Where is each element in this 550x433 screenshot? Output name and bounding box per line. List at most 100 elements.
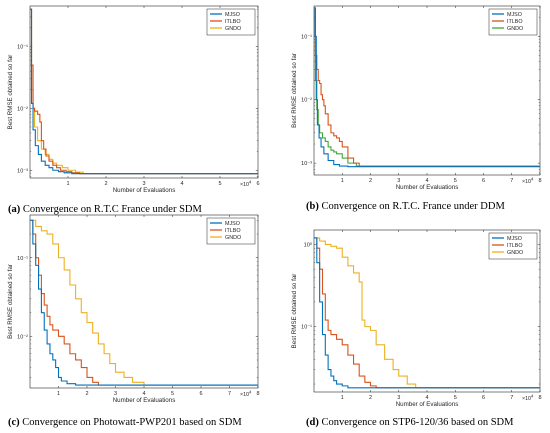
- x-exponent-base: ×10: [240, 182, 249, 188]
- x-axis-label: Number of Evaluations: [113, 187, 176, 194]
- x-tick-label: 5: [218, 181, 221, 187]
- legend-box: [206, 8, 256, 36]
- caption-letter: (b): [306, 201, 319, 212]
- x-axis-label: Number of Evaluations: [396, 184, 459, 191]
- x-tick-label: 6: [199, 391, 202, 397]
- legend-label-itlbo: ITLBO: [507, 243, 523, 249]
- x-tick-label: 4: [425, 178, 428, 184]
- x-tick-label: 6: [256, 181, 259, 187]
- legend-label-mjso: MJSO: [225, 12, 240, 18]
- legend-label-mjso: MJSO: [507, 236, 522, 242]
- x-tick-label: 8: [256, 391, 259, 397]
- x-tick-label: 2: [85, 391, 88, 397]
- series-line-gndo: [30, 219, 258, 386]
- x-exponent-label: ×104: [240, 180, 252, 189]
- y-tick-label: 10⁻²: [17, 106, 28, 112]
- x-exponent-label: ×104: [240, 390, 252, 399]
- legend-label-gndo: GNDO: [507, 26, 523, 32]
- x-tick-label: 2: [104, 181, 107, 187]
- x-tick-label: 7: [510, 178, 513, 184]
- x-exponent-power: 4: [249, 180, 252, 185]
- x-tick-label: 6: [482, 178, 485, 184]
- x-tick-label: 4: [142, 391, 145, 397]
- y-tick-label: 10⁻³: [301, 161, 312, 167]
- x-tick-label: 8: [538, 395, 541, 401]
- y-tick-label: 10⁻¹: [301, 34, 312, 40]
- series-line-mjso: [30, 219, 258, 386]
- y-tick-label: 10⁻¹: [17, 44, 28, 50]
- caption-text: Convergence on R.T.C France under SDM: [20, 204, 202, 215]
- x-tick-label: 6: [482, 395, 485, 401]
- legend-box: [206, 217, 256, 245]
- x-tick-label: 3: [114, 391, 117, 397]
- chart-panel-b: 1 2 3 4 5 6 7 8 10⁻³ 10⁻² 10⁻¹ Number of Evaluation…: [291, 5, 542, 212]
- y-tick-label: 10⁻¹: [17, 256, 28, 262]
- x-tick-label: 4: [425, 395, 428, 401]
- x-tick-label: 3: [142, 181, 145, 187]
- y-axis-label: Best RMSE obtained so far: [291, 53, 298, 128]
- x-tick-label: 2: [369, 395, 372, 401]
- x-exponent-power: 4: [531, 394, 534, 399]
- panel-caption: (b) Convergence on R.T.C. France under D…: [306, 201, 505, 212]
- y-tick-label: 10⁻²: [17, 334, 28, 340]
- x-tick-label: 3: [397, 395, 400, 401]
- y-axis-label: Best RMSE obtained so far: [7, 55, 14, 130]
- y-axis-label: Best RMSE obtained so far: [291, 274, 298, 349]
- panel-caption: (a) Convergence on R.T.C France under SD…: [8, 204, 202, 215]
- x-tick-label: 5: [171, 391, 174, 397]
- chart-panel-a: 1 2 3 4 5 6 10⁻³ 10⁻² 10⁻¹ Number of Evaluations B…: [7, 5, 260, 215]
- y-tick-label: 10⁰: [304, 241, 313, 248]
- x-axis-label: Number of Evaluations: [113, 397, 176, 404]
- series-group: [30, 219, 258, 386]
- x-tick-label: 1: [57, 391, 60, 397]
- series-group: [314, 7, 540, 168]
- panel-caption: (d) Convergence on STP6-120/36 based on …: [306, 417, 514, 428]
- x-exponent-label: ×104: [522, 394, 534, 403]
- x-tick-label: 7: [510, 395, 513, 401]
- legend-label-itlbo: ITLBO: [507, 19, 523, 25]
- caption-text: Convergence on Photowatt-PWP201 based on…: [20, 417, 243, 428]
- chart-panel-c: 1 2 3 4 5 6 7 8 10⁻² 10⁻¹ Number of Evaluations Bes…: [7, 214, 260, 428]
- legend-label-mjso: MJSO: [507, 12, 522, 18]
- x-exponent-power: 4: [531, 177, 534, 182]
- x-tick-label: 7: [228, 391, 231, 397]
- x-tick-label: 1: [341, 395, 344, 401]
- legend-label-itlbo: ITLBO: [225, 228, 241, 234]
- legend-label-mjso: MJSO: [225, 221, 240, 227]
- x-exponent-label: ×104: [522, 177, 534, 186]
- x-tick-label: 1: [341, 178, 344, 184]
- x-tick-label: 4: [180, 181, 183, 187]
- series-line-itlbo: [30, 8, 258, 175]
- caption-letter: (c): [8, 417, 20, 428]
- series-line-gndo: [314, 237, 540, 389]
- x-tick-label: 3: [397, 178, 400, 184]
- x-tick-label: 5: [454, 178, 457, 184]
- legend-label-gndo: GNDO: [507, 250, 523, 256]
- y-tick-label: 10⁻³: [17, 168, 28, 174]
- x-exponent-base: ×10: [522, 396, 531, 402]
- series-line-itlbo: [314, 237, 540, 389]
- x-exponent-base: ×10: [522, 179, 531, 185]
- legend-label-gndo: GNDO: [225, 26, 241, 32]
- y-tick-label: 10⁻¹: [301, 325, 312, 331]
- series-line-itlbo: [314, 7, 540, 167]
- x-tick-label: 2: [369, 178, 372, 184]
- x-tick-label: 1: [66, 181, 69, 187]
- x-axis-label: Number of Evaluations: [396, 401, 459, 408]
- caption-letter: (a): [8, 204, 21, 215]
- series-group: [314, 237, 540, 389]
- series-line-mjso: [30, 8, 258, 175]
- legend-box: [488, 232, 538, 260]
- legend-label-itlbo: ITLBO: [225, 19, 241, 25]
- x-exponent-base: ×10: [240, 392, 249, 398]
- caption-text: Convergence on STP6-120/36 based on SDM: [319, 417, 514, 428]
- caption-letter: (d): [306, 417, 319, 428]
- legend-box: [488, 8, 538, 36]
- panel-caption: (c) Convergence on Photowatt-PWP201 base…: [8, 417, 242, 428]
- y-axis-label: Best RMSE obtained so far: [7, 264, 14, 339]
